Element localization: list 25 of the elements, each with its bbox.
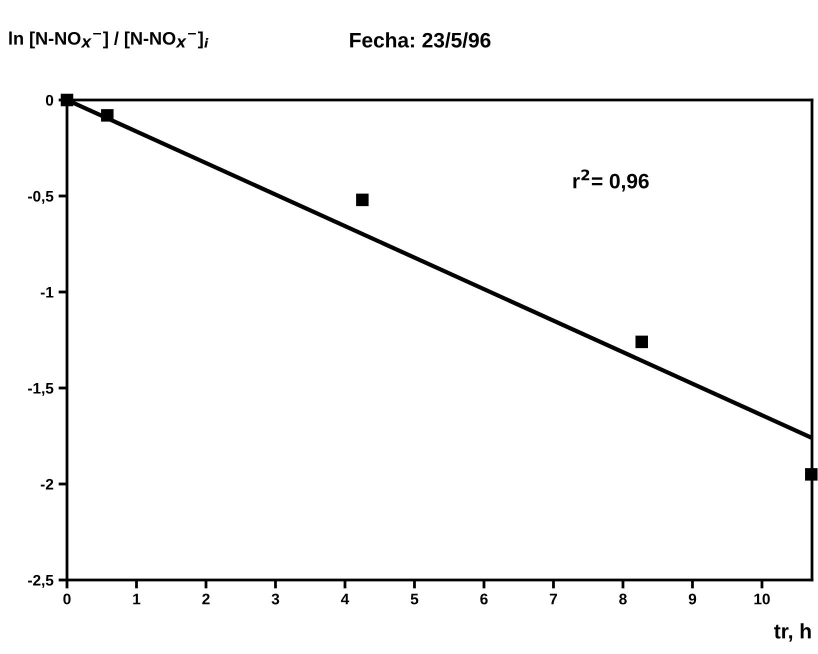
y-tick-label: -0,5 bbox=[28, 190, 54, 204]
y-tick-label: 0 bbox=[46, 94, 54, 106]
point bbox=[356, 194, 369, 206]
x-tick-label: 10 bbox=[754, 594, 770, 604]
y-tick-label: -2,5 bbox=[28, 574, 54, 588]
x-axis-title: tr, h bbox=[774, 623, 811, 642]
x-tick-label: 0 bbox=[63, 594, 71, 604]
x-tick-label: 4 bbox=[340, 594, 350, 604]
x-tick-label: 8 bbox=[619, 594, 627, 604]
x-tick-label: 7 bbox=[550, 594, 558, 604]
x-tick-label: 5 bbox=[410, 594, 418, 604]
chart-title: Fecha: 23/5/96 bbox=[350, 32, 490, 48]
y-axis-title: ln [N-NO$_{X}$$^{−}$] / [N-NO$_{X}$$^{−}$]$_{i}$ bbox=[9, 32, 208, 48]
point bbox=[805, 468, 818, 481]
y-tick-label: -1,5 bbox=[28, 383, 54, 396]
x-tick-label: 2 bbox=[202, 594, 210, 604]
x-tick-label: 6 bbox=[480, 594, 488, 604]
x-tick-label: 9 bbox=[688, 594, 696, 604]
annotation: r$^{2}$= 0,96 bbox=[573, 169, 649, 192]
x-tick-label: 1 bbox=[133, 594, 140, 604]
x-tick-label: 3 bbox=[272, 594, 280, 604]
y-tick-label: -2 bbox=[40, 478, 54, 490]
point bbox=[101, 109, 114, 122]
y-tick-label: -1 bbox=[40, 287, 54, 298]
point bbox=[635, 336, 648, 348]
